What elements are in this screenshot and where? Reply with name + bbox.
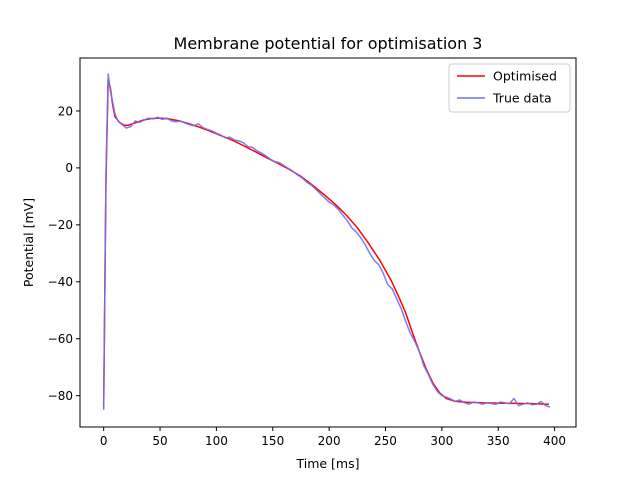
x-tick-label: 100 [205, 434, 228, 448]
y-tick-label: −20 [48, 218, 73, 232]
legend: Optimised True data [448, 63, 571, 113]
y-tick-label: −80 [48, 389, 73, 403]
plot-area [102, 73, 551, 410]
y-tick-label: 20 [58, 104, 73, 118]
y-tick-label: −60 [48, 332, 73, 346]
x-tick-label: 300 [430, 434, 453, 448]
x-axis-label: Time [ms] [295, 456, 359, 471]
y-axis-label: Potential [mV] [21, 198, 36, 287]
series-line-true-data [102, 73, 551, 410]
y-axis: −80 −60 −40 −20 0 20 [48, 104, 80, 403]
x-axis: 0 50 100 150 200 250 300 350 400 [100, 427, 566, 448]
x-tick-label: 50 [152, 434, 167, 448]
x-tick-label: 250 [374, 434, 397, 448]
x-tick-label: 400 [543, 434, 566, 448]
chart-title: Membrane potential for optimisation 3 [174, 34, 483, 53]
x-tick-label: 150 [261, 434, 284, 448]
y-tick-label: 0 [65, 161, 73, 175]
legend-label-optimised: Optimised [493, 69, 557, 84]
x-tick-label: 200 [318, 434, 341, 448]
legend-label-true-data: True data [492, 91, 552, 106]
x-tick-label: 0 [100, 434, 108, 448]
axes-frame [79, 57, 577, 428]
x-tick-label: 350 [487, 434, 510, 448]
y-tick-label: −40 [48, 275, 73, 289]
series-line-optimised [102, 78, 549, 408]
